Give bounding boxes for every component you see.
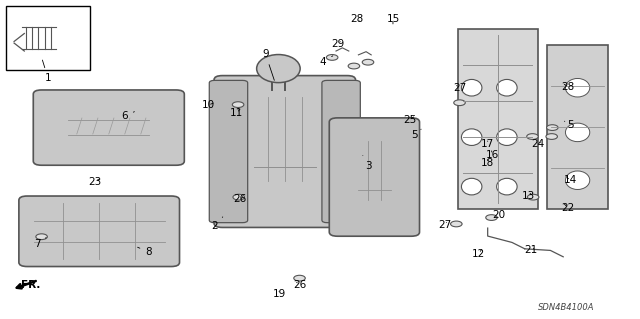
Text: SDN4B4100A: SDN4B4100A xyxy=(538,303,595,312)
Text: 18: 18 xyxy=(481,158,494,168)
Circle shape xyxy=(486,215,497,220)
Text: 27: 27 xyxy=(438,220,451,230)
Text: 11: 11 xyxy=(230,108,243,118)
Text: 20: 20 xyxy=(493,210,506,220)
Circle shape xyxy=(233,194,244,200)
Ellipse shape xyxy=(257,55,300,83)
Text: 28: 28 xyxy=(562,82,575,92)
Text: 28: 28 xyxy=(351,14,364,24)
Text: 29: 29 xyxy=(332,39,344,49)
Ellipse shape xyxy=(461,129,482,145)
FancyBboxPatch shape xyxy=(214,76,356,227)
Text: 6: 6 xyxy=(122,111,134,122)
Text: 27: 27 xyxy=(453,83,466,93)
Text: 9: 9 xyxy=(262,49,275,80)
FancyBboxPatch shape xyxy=(19,196,179,267)
Ellipse shape xyxy=(497,178,517,195)
Text: 7: 7 xyxy=(34,238,46,249)
FancyBboxPatch shape xyxy=(329,118,420,236)
Text: 25: 25 xyxy=(403,115,416,125)
Text: 21: 21 xyxy=(525,245,538,256)
Text: 26: 26 xyxy=(293,279,306,290)
Bar xyxy=(6,6,90,70)
Ellipse shape xyxy=(566,171,590,189)
Bar xyxy=(458,29,538,209)
Text: 17: 17 xyxy=(481,139,494,149)
Circle shape xyxy=(527,134,538,139)
Circle shape xyxy=(36,234,47,240)
FancyBboxPatch shape xyxy=(209,80,248,223)
FancyBboxPatch shape xyxy=(33,90,184,165)
Circle shape xyxy=(546,134,557,139)
Text: 13: 13 xyxy=(522,191,534,201)
Text: 12: 12 xyxy=(472,249,485,259)
Circle shape xyxy=(454,100,465,106)
Text: 2: 2 xyxy=(211,217,223,232)
Text: 1: 1 xyxy=(42,60,51,83)
Ellipse shape xyxy=(461,178,482,195)
Text: 19: 19 xyxy=(273,289,286,299)
Ellipse shape xyxy=(566,78,590,97)
Text: 15: 15 xyxy=(387,14,399,24)
Text: 3: 3 xyxy=(363,156,371,171)
Ellipse shape xyxy=(461,79,482,96)
Text: FR.: FR. xyxy=(21,280,40,290)
Ellipse shape xyxy=(566,123,590,142)
Text: 22: 22 xyxy=(562,203,575,213)
Ellipse shape xyxy=(497,79,517,96)
Circle shape xyxy=(232,102,244,108)
Circle shape xyxy=(362,59,374,65)
Text: 24: 24 xyxy=(531,139,544,149)
Bar xyxy=(547,45,608,209)
Text: 14: 14 xyxy=(564,175,577,185)
Circle shape xyxy=(326,55,338,60)
FancyBboxPatch shape xyxy=(322,80,360,223)
Text: 5: 5 xyxy=(564,120,574,130)
Text: 23: 23 xyxy=(88,177,101,187)
Text: 26: 26 xyxy=(234,194,246,204)
Circle shape xyxy=(451,221,462,227)
Text: 10: 10 xyxy=(202,100,214,110)
Circle shape xyxy=(547,125,558,130)
Circle shape xyxy=(294,275,305,281)
Text: 8: 8 xyxy=(138,247,152,257)
Ellipse shape xyxy=(497,129,517,145)
Circle shape xyxy=(348,63,360,69)
Text: 5: 5 xyxy=(412,129,421,140)
Circle shape xyxy=(527,194,539,200)
Text: 4: 4 xyxy=(320,56,333,67)
Text: 16: 16 xyxy=(486,150,499,160)
